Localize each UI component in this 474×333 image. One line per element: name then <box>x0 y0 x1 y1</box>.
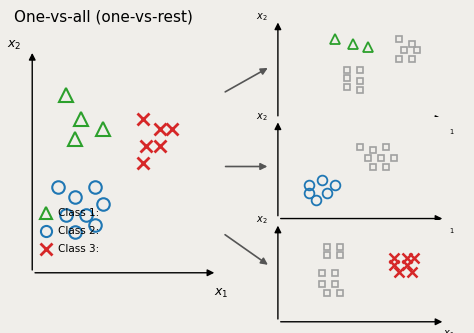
Text: One-vs-all (one-vs-rest): One-vs-all (one-vs-rest) <box>14 10 193 25</box>
Text: $x_2$: $x_2$ <box>256 12 268 23</box>
Text: $x_2$: $x_2$ <box>256 215 268 226</box>
Text: Class 3:: Class 3: <box>58 244 99 254</box>
Text: Class 2:: Class 2: <box>58 226 99 236</box>
Text: $x_1$: $x_1$ <box>443 125 455 137</box>
Text: $x_2$: $x_2$ <box>7 38 21 52</box>
Text: $x_1$: $x_1$ <box>214 286 228 300</box>
Text: $x_2$: $x_2$ <box>256 112 268 123</box>
Text: $x_1$: $x_1$ <box>443 225 455 236</box>
Text: Class 1:: Class 1: <box>58 208 99 218</box>
Text: $x_1$: $x_1$ <box>443 328 455 333</box>
